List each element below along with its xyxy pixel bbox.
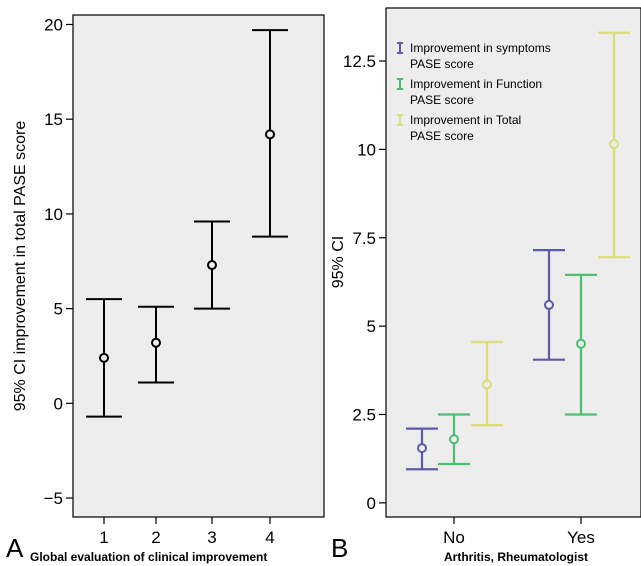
panel-a: −5 0 5 10 15 20 1 2 3 4 95% CI improvement in tot… xyxy=(6,14,325,564)
panel-b-ylabel: 95% CI xyxy=(330,236,347,288)
panel-b-xtick-label: Yes xyxy=(567,528,595,547)
panel-b-letter: B xyxy=(331,533,348,563)
panel-a-xlabel: Global evaluation of clinical improvemen… xyxy=(30,550,267,564)
panel-a-mean-point xyxy=(265,129,275,140)
legend-label: PASE score xyxy=(410,93,474,107)
panel-b-mean-point xyxy=(609,139,619,150)
panel-b-plot-area xyxy=(385,7,641,518)
legend-label: Improvement in symptoms xyxy=(410,41,551,55)
panel-b-ytick-label: 2.5 xyxy=(352,405,376,424)
panel-a-mean-point xyxy=(151,337,161,348)
panel-a-ytick-label: 10 xyxy=(44,205,63,224)
panel-b-xlabel: Arthritis, Rheumatologist xyxy=(444,550,588,564)
panel-a-mean-point xyxy=(207,260,217,271)
panel-b-ytick-label: 5 xyxy=(367,317,376,336)
panel-a-letter: A xyxy=(6,533,24,563)
panel-a-ytick-label: 0 xyxy=(54,394,63,413)
panel-a-marks: −5 0 5 10 15 20 1 2 3 4 xyxy=(44,15,288,547)
panel-b-mean-point xyxy=(482,379,492,390)
panel-b-ytick-label: 0 xyxy=(367,494,376,513)
panel-a-ytick-label: 15 xyxy=(44,110,63,129)
panel-b-ytick-label: 10 xyxy=(357,140,376,159)
panel-a-ylabel: 95% CI improvement in total PASE score xyxy=(12,121,29,412)
panel-a-ytick-label: 20 xyxy=(44,15,63,34)
panel-b-mean-point xyxy=(449,434,459,445)
panel-a-ytick-label: −5 xyxy=(44,489,63,508)
legend-label: PASE score xyxy=(410,57,474,71)
panel-b-mean-point xyxy=(544,299,554,310)
panel-b-xtick-label: No xyxy=(443,528,465,547)
legend-label: Improvement in Total xyxy=(410,113,521,127)
legend-label: PASE score xyxy=(410,129,474,143)
panel-a-plot-area xyxy=(72,14,325,518)
panel-a-xtick-label: 2 xyxy=(151,528,160,547)
panel-a-xtick-label: 1 xyxy=(99,528,108,547)
panel-b-marks: 0 2.5 5 7.5 10 12.5 No Yes xyxy=(343,31,630,547)
panel-b-ytick-label: 12.5 xyxy=(343,52,376,71)
panel-b: 0 2.5 5 7.5 10 12.5 No Yes 95% CI B Arthritis, … xyxy=(330,7,641,564)
panel-b-mean-point xyxy=(417,443,427,454)
panel-b-mean-point xyxy=(576,338,586,349)
panel-a-xtick-label: 4 xyxy=(265,528,274,547)
panel-a-ytick-label: 5 xyxy=(54,300,63,319)
legend-label: Improvement in Function xyxy=(410,77,542,91)
panel-b-ytick-label: 7.5 xyxy=(352,229,376,248)
panel-b-legend: Improvement in symptoms PASE score Improve… xyxy=(397,41,551,143)
panel-a-mean-point xyxy=(99,352,109,363)
panel-a-xtick-label: 3 xyxy=(207,528,216,547)
